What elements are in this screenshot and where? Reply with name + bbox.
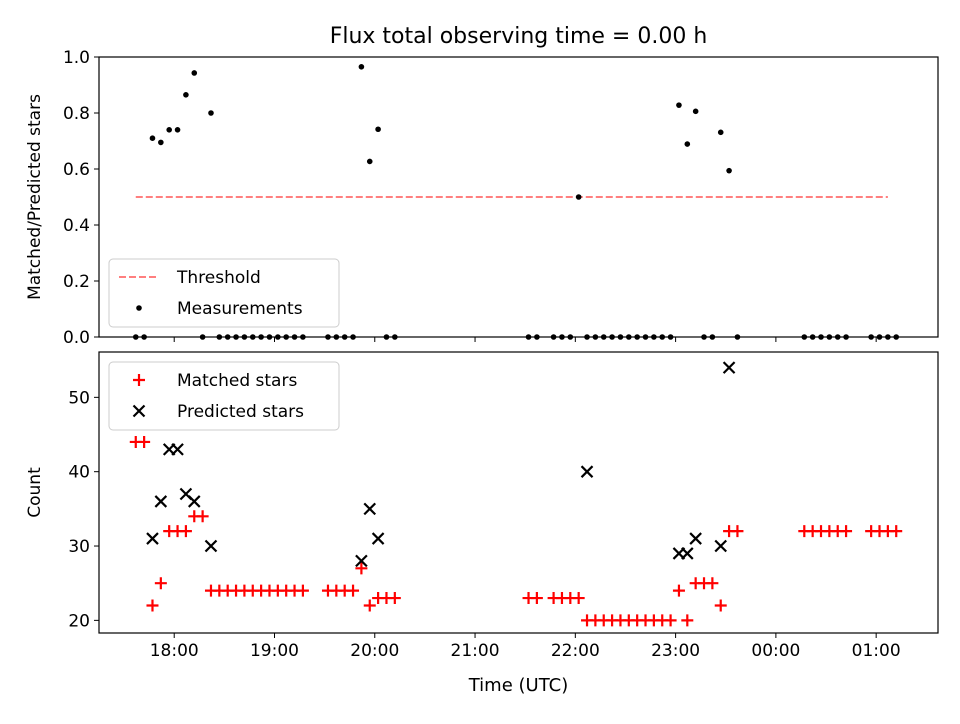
data-point xyxy=(689,532,702,545)
x-tick-label: 20:00 xyxy=(350,641,399,661)
data-point xyxy=(676,102,682,108)
data-point xyxy=(355,562,368,575)
y-tick-label: 30 xyxy=(68,537,90,557)
data-point xyxy=(580,465,594,478)
data-point xyxy=(179,525,192,538)
legend-frame xyxy=(108,361,340,431)
data-point xyxy=(347,584,360,597)
data-point xyxy=(204,539,218,553)
y-axis-label: Count xyxy=(25,467,45,518)
data-point xyxy=(138,435,151,448)
data-point xyxy=(154,495,168,508)
series-matched-stars xyxy=(129,435,903,627)
data-point xyxy=(196,510,209,523)
data-point xyxy=(664,614,677,627)
data-point xyxy=(726,167,732,174)
data-point xyxy=(371,532,385,545)
legend-label: Matched stars xyxy=(177,371,297,391)
axes-frame xyxy=(98,56,939,338)
legend-marker xyxy=(132,404,146,418)
data-point xyxy=(530,592,543,605)
top-axes: 0.0 0.2 0.4 0.6 0.8 1.0 Matched/Predicted star… xyxy=(25,48,939,348)
data-point xyxy=(714,539,728,553)
axes-frame xyxy=(98,351,939,634)
data-point xyxy=(731,525,744,538)
series-predicted-stars xyxy=(146,361,736,568)
data-point xyxy=(717,129,724,136)
data-point xyxy=(187,495,201,508)
legend-label: Threshold xyxy=(176,268,261,288)
data-point xyxy=(191,70,198,76)
data-point xyxy=(146,532,159,545)
data-point xyxy=(154,577,167,590)
legend: Threshold Measurements xyxy=(108,258,340,328)
x-tick-label: 01:00 xyxy=(852,641,901,661)
data-point xyxy=(681,614,694,627)
data-point xyxy=(722,361,736,374)
data-point xyxy=(149,135,156,141)
y-axis-label: Matched/Predicted stars xyxy=(25,94,45,300)
y-tick-label: 0.6 xyxy=(63,160,90,180)
data-point xyxy=(208,110,214,116)
data-point xyxy=(692,108,699,115)
x-tick-label: 19:00 xyxy=(250,641,299,661)
data-point xyxy=(296,584,309,597)
data-point xyxy=(146,599,159,612)
data-point xyxy=(158,139,164,146)
x-tick-label: 21:00 xyxy=(451,641,500,661)
data-point xyxy=(358,64,365,70)
data-point xyxy=(672,584,685,597)
data-point xyxy=(572,592,585,605)
y-tick-label: 0.8 xyxy=(63,104,90,124)
bottom-axes: 18:00 19:00 20:00 21:00 22:00 23:00 00:00 01:00… xyxy=(25,351,939,661)
data-point xyxy=(363,599,376,612)
y-tick-label: 50 xyxy=(68,388,90,408)
data-point xyxy=(183,92,189,98)
data-point xyxy=(388,592,401,605)
legend-marker xyxy=(133,374,145,386)
x-tick-label: 22:00 xyxy=(551,641,600,661)
data-point xyxy=(375,126,381,133)
x-tick-label: 23:00 xyxy=(651,641,700,661)
data-point xyxy=(366,158,373,165)
data-point xyxy=(355,554,368,568)
y-tick-label: 20 xyxy=(68,611,90,631)
data-point xyxy=(575,194,582,200)
legend-label: Measurements xyxy=(177,299,303,319)
data-point xyxy=(681,547,694,560)
x-tick-label: 18:00 xyxy=(150,641,199,661)
y-tick-label: 0.2 xyxy=(63,272,90,292)
y-tick-label: 1.0 xyxy=(63,48,90,68)
legend: Matched stars Predicted stars xyxy=(108,361,340,431)
data-point xyxy=(840,525,853,538)
y-tick-label: 0.4 xyxy=(63,216,90,236)
y-tick-label: 0.0 xyxy=(63,328,90,348)
data-point xyxy=(890,525,903,538)
legend-marker xyxy=(136,305,142,311)
legend-label: Predicted stars xyxy=(177,402,304,422)
x-axis-label: Time (UTC) xyxy=(468,675,569,696)
x-tick-label: 00:00 xyxy=(751,641,800,661)
data-point xyxy=(706,577,719,590)
y-tick-label: 40 xyxy=(68,463,90,483)
data-point xyxy=(174,127,181,133)
data-point xyxy=(166,127,172,133)
data-point xyxy=(363,502,377,516)
legend-frame xyxy=(108,258,340,328)
data-point xyxy=(684,141,691,147)
chart-title: Flux total observing time = 0.00 h xyxy=(330,24,708,49)
data-point xyxy=(171,443,184,456)
data-point xyxy=(714,599,727,612)
